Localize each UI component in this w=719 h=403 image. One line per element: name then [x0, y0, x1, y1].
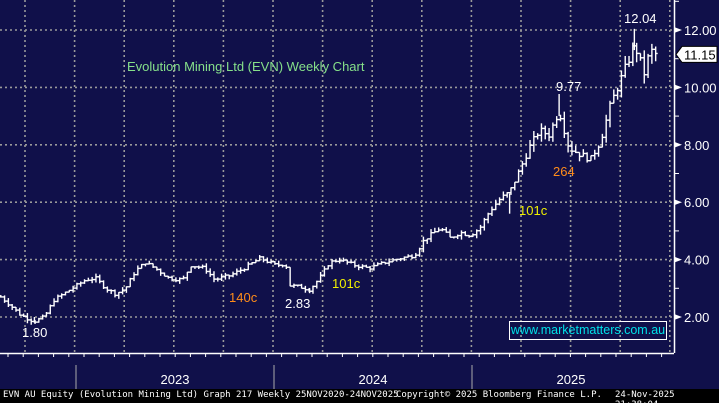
price-annotation: 1.80	[22, 325, 48, 340]
y-tick-label: 8.00	[684, 138, 709, 153]
footer-timestamp: 24-Nov-2025 21:38:04	[615, 390, 675, 403]
price-annotation: 9.77	[556, 79, 582, 94]
y-tick-label: 6.00	[684, 195, 709, 210]
x-tick-label: 2025	[556, 372, 586, 387]
last-price-label: 11.15	[684, 47, 716, 62]
y-tick-arrow	[674, 141, 682, 148]
x-axis-area	[0, 353, 719, 389]
footer-security-info: EVN AU Equity (Evolution Mining Ltd) Gra…	[3, 390, 399, 400]
last-price-tag	[675, 45, 718, 63]
x-tick-label: 2024	[358, 372, 388, 387]
price-annotation: 12.04	[624, 11, 657, 26]
plot-area	[0, 0, 674, 353]
footer-bar: EVN AU Equity (Evolution Mining Ltd) Gra…	[0, 389, 719, 403]
y-tick-label: 12.00	[684, 23, 717, 38]
y-tick-arrow	[674, 27, 682, 33]
price-annotation: 264	[553, 164, 575, 179]
y-tick-label: 2.00	[684, 310, 709, 325]
y-tick-arrow	[674, 256, 682, 263]
x-tick-label: 2023	[160, 372, 190, 387]
chart-title: Evolution Mining Ltd (EVN) Weekly Chart	[127, 59, 365, 74]
y-tick-label: 4.00	[684, 253, 709, 268]
y-tick-label: 10.00	[684, 80, 717, 95]
price-annotation: 101c	[519, 203, 548, 218]
price-annotation: 140c	[229, 290, 258, 305]
y-tick-arrow	[674, 314, 682, 320]
y-tick-arrow	[674, 84, 682, 91]
watermark: www.marketmatters.com.au	[509, 321, 667, 340]
y-tick-arrow	[674, 199, 682, 206]
price-annotation: 2.83	[285, 296, 311, 311]
price-annotation: 101c	[332, 276, 361, 291]
footer-copyright: Copyright© 2025 Bloomberg Finance L.P.	[396, 390, 602, 400]
